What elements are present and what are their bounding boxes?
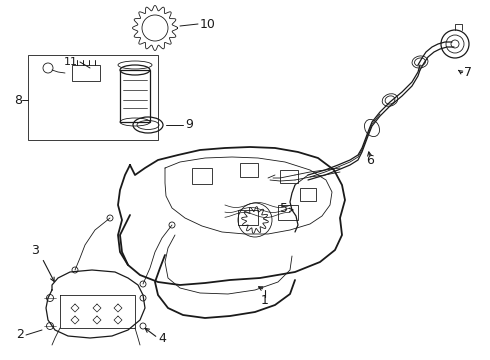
Text: 8: 8 [14,94,22,107]
Text: 4: 4 [158,332,166,345]
Text: 1: 1 [261,293,269,306]
Bar [278,205,298,220]
Text: 3: 3 [31,243,39,256]
Bar [28,55,158,140]
Bar [238,210,258,225]
Bar [72,65,100,81]
Text: 9: 9 [185,118,193,131]
Bar [300,188,316,201]
Text: 2: 2 [16,328,24,342]
Text: 7: 7 [464,66,472,78]
Text: 11: 11 [64,57,78,67]
Text: 10: 10 [200,18,216,31]
Bar [120,70,150,122]
Text: 6: 6 [366,153,374,166]
Bar [192,168,212,184]
Bar [240,163,258,177]
Text: 5: 5 [280,202,288,215]
Bar [280,170,298,183]
